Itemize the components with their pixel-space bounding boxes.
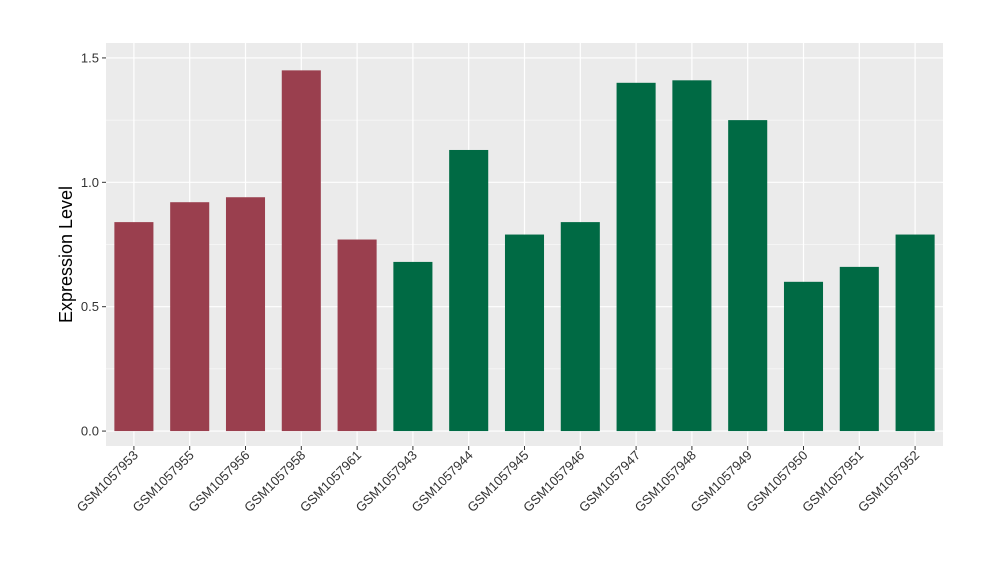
y-axis-title: Expression Level (56, 186, 76, 323)
bars (114, 70, 935, 432)
y-tick-label: 1.0 (81, 175, 99, 190)
y-tick-label: 1.5 (81, 50, 99, 65)
x-axis: GSM1057953GSM1057955GSM1057956GSM1057958… (74, 446, 922, 515)
bar-GSM1057958 (281, 70, 321, 432)
bar-GSM1057943 (393, 261, 433, 432)
bar-GSM1057944 (449, 149, 489, 432)
bar-GSM1057945 (504, 234, 545, 432)
bar-GSM1057961 (337, 239, 377, 432)
bar-GSM1057956 (225, 197, 266, 432)
bar-GSM1057949 (728, 120, 768, 432)
bar-GSM1057952 (895, 234, 935, 432)
bar-GSM1057955 (170, 202, 210, 432)
y-axis: 0.0 0.5 1.0 1.5 (81, 50, 106, 439)
bar-GSM1057950 (783, 281, 824, 432)
bar-GSM1057951 (839, 266, 879, 432)
bar-GSM1057946 (560, 222, 600, 432)
bar-GSM1057953 (114, 222, 154, 432)
bar-GSM1057947 (616, 82, 656, 432)
y-tick-label: 0.0 (81, 424, 99, 439)
y-tick-label: 0.5 (81, 299, 99, 314)
bar-GSM1057948 (672, 80, 712, 432)
